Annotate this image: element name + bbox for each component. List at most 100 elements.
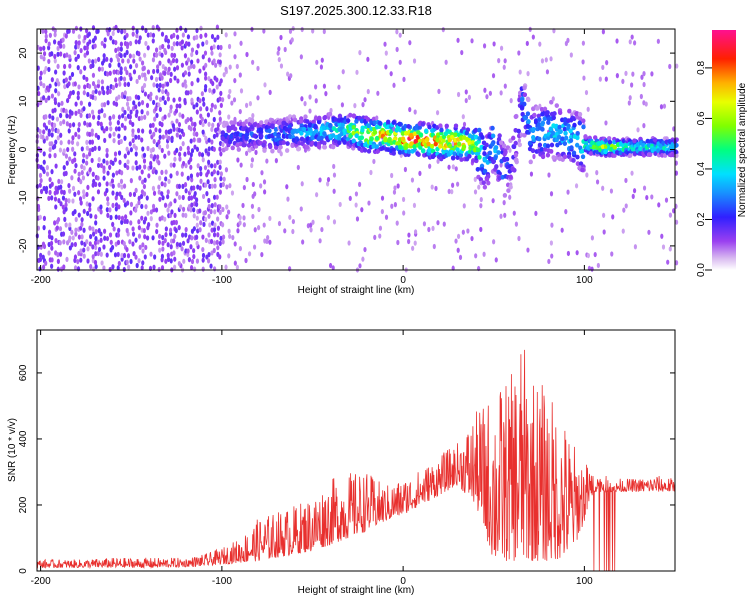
spectrogram-noise-cell bbox=[97, 228, 101, 234]
spectrogram-ridge-cell bbox=[232, 126, 238, 132]
spectrogram-noise-cell bbox=[585, 172, 589, 178]
spectrogram-ridge-cell bbox=[220, 130, 226, 136]
spectrogram-noise-cell bbox=[128, 119, 132, 125]
spectrogram-noise-cell bbox=[112, 131, 116, 137]
spectrogram-ridge-cell bbox=[305, 119, 310, 124]
spectrogram-ridge-cell bbox=[351, 130, 356, 136]
spectrogram-noise-cell bbox=[76, 53, 80, 60]
spectrogram-noise-cell bbox=[140, 109, 144, 115]
spectrogram-noise-cell bbox=[311, 28, 315, 34]
spectrogram-noise-cell bbox=[58, 147, 63, 153]
spectrogram-noise-cell bbox=[73, 50, 77, 56]
spectrogram-noise-cell bbox=[633, 40, 637, 46]
spectrogram-noise-cell bbox=[86, 184, 90, 190]
spectrogram-noise-cell bbox=[238, 220, 242, 226]
spectrogram-noise-cell bbox=[99, 251, 103, 257]
spectrogram-noise-cell bbox=[212, 58, 216, 64]
spectrogram-noise-cell bbox=[163, 153, 167, 159]
spectrogram-noise-cell bbox=[105, 252, 109, 258]
spectrogram-noise-cell bbox=[123, 125, 127, 131]
spectrogram-noise-cell bbox=[291, 228, 295, 235]
spectrogram-noise-cell bbox=[195, 215, 199, 221]
spectrogram-noise-cell bbox=[582, 75, 586, 81]
spectrogram-noise-cell bbox=[199, 178, 203, 184]
spectrogram-noise-cell bbox=[160, 181, 164, 187]
spectrogram-noise-cell bbox=[224, 32, 228, 38]
spectrogram-noise-cell bbox=[120, 29, 124, 35]
spectrogram-noise-cell bbox=[184, 41, 189, 47]
spectrogram-noise-cell bbox=[621, 228, 625, 234]
spectrogram-noise-cell bbox=[116, 239, 121, 246]
spectrogram-noise-cell bbox=[186, 57, 191, 63]
spectrogram-noise-cell bbox=[97, 114, 101, 121]
spectrogram-noise-cell bbox=[628, 39, 632, 45]
spectrogram-ridge-cell bbox=[337, 136, 342, 142]
spectrogram-noise-cell bbox=[324, 91, 328, 97]
spectrogram-noise-cell bbox=[122, 183, 127, 189]
spectrogram-noise-cell bbox=[193, 190, 197, 197]
spectrogram-noise-cell bbox=[268, 215, 272, 222]
spectrogram-noise-cell bbox=[175, 27, 179, 33]
spectrogram-noise-cell bbox=[145, 235, 150, 241]
spectrogram-noise-cell bbox=[117, 133, 121, 139]
spectrogram-noise-cell bbox=[244, 102, 249, 108]
spectrogram-noise-cell bbox=[195, 222, 199, 228]
spectrogram-ridge-cell bbox=[482, 184, 488, 190]
spectrogram-ridge-cell bbox=[340, 122, 345, 128]
spectrogram-ridge-cell bbox=[310, 135, 315, 140]
spectrogram-noise-cell bbox=[146, 145, 150, 152]
spectrogram-noise-cell bbox=[114, 206, 118, 212]
spectrogram-noise-cell bbox=[73, 265, 78, 271]
spectrogram-noise-cell bbox=[380, 195, 385, 201]
spectrogram-noise-cell bbox=[650, 71, 654, 77]
spectrogram-noise-cell bbox=[395, 29, 399, 35]
spectrogram-noise-cell bbox=[39, 188, 44, 195]
spectrogram-noise-cell bbox=[50, 235, 54, 241]
spectrogram-noise-cell bbox=[164, 169, 168, 175]
spectrogram-noise-cell bbox=[68, 75, 72, 81]
spectrogram-noise-cell bbox=[178, 112, 182, 118]
spectrogram-noise-cell bbox=[58, 240, 62, 246]
spectrogram-noise-cell bbox=[158, 82, 162, 88]
spectrogram-noise-cell bbox=[668, 63, 672, 70]
spectrogram-noise-cell bbox=[221, 141, 225, 148]
spectrogram-noise-cell bbox=[172, 52, 177, 59]
spectrogram-noise-cell bbox=[208, 87, 212, 93]
spectrogram-noise-cell bbox=[111, 183, 115, 189]
spectrogram-noise-cell bbox=[138, 35, 142, 41]
spectrogram-noise-cell bbox=[403, 166, 408, 173]
spectrogram-noise-cell bbox=[266, 235, 270, 241]
spectrogram-ridge-cell bbox=[290, 143, 295, 149]
spectrogram-noise-cell bbox=[154, 207, 159, 213]
spectrogram-noise-cell bbox=[56, 45, 60, 52]
spectrogram-noise-cell bbox=[288, 266, 292, 272]
spectrogram-noise-cell bbox=[201, 157, 205, 163]
spectrogram-noise-cell bbox=[54, 238, 58, 244]
spectrogram-noise-cell bbox=[47, 195, 51, 202]
snr-x-ticks: -200 -100 0 100 bbox=[31, 330, 593, 587]
spectrogram-noise-cell bbox=[341, 69, 345, 75]
spectrogram-noise-cell bbox=[41, 28, 45, 34]
spectrogram-noise-cell bbox=[216, 34, 220, 40]
spectrogram-noise-cell bbox=[113, 157, 117, 163]
spectrogram-noise-cell bbox=[517, 138, 521, 144]
spectrogram-ridge-cell bbox=[490, 133, 496, 139]
spectrogram-noise-cell bbox=[256, 95, 260, 101]
spectrogram-noise-cell bbox=[47, 87, 51, 93]
spectrogram-noise-cell bbox=[447, 188, 451, 195]
spectrogram-noise-cell bbox=[228, 88, 232, 95]
spectrogram-noise-cell bbox=[123, 90, 127, 96]
spectrogram-x-tick-label: -200 bbox=[31, 275, 51, 286]
spectrogram-noise-cell bbox=[245, 176, 249, 183]
spectrogram-noise-cell bbox=[326, 214, 330, 221]
spectrogram-noise-cell bbox=[88, 139, 92, 145]
spectrogram-ridge-cell bbox=[377, 120, 383, 126]
spectrogram-noise-cell bbox=[207, 213, 211, 219]
spectrogram-noise-cell bbox=[152, 68, 156, 75]
spectrogram-noise-cell bbox=[183, 151, 187, 157]
spectrogram-noise-cell bbox=[447, 164, 451, 170]
spectrogram-noise-cell bbox=[99, 204, 103, 210]
spectrogram-noise-cell bbox=[41, 166, 45, 172]
spectrogram-noise-cell bbox=[508, 194, 512, 200]
spectrogram-noise-cell bbox=[141, 146, 145, 152]
